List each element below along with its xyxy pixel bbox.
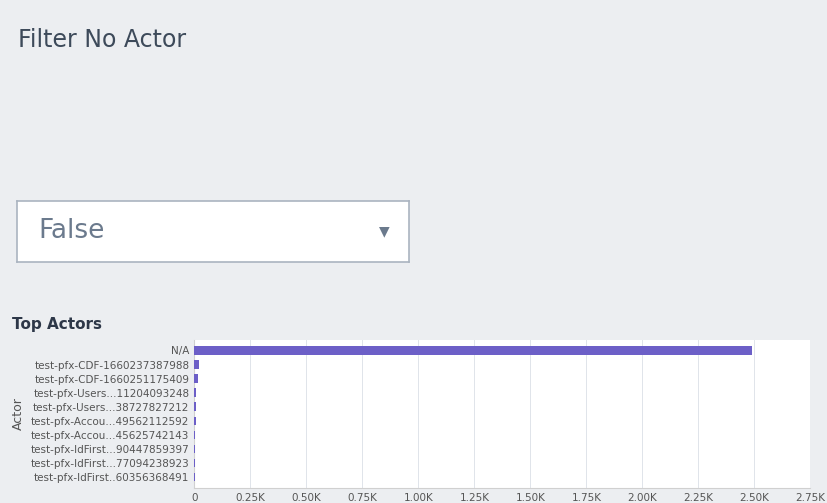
Bar [194,346,753,355]
Bar [194,374,198,383]
Text: Top Actors: Top Actors [12,317,103,332]
Bar [194,431,195,439]
Bar [194,416,196,425]
Bar [194,402,196,411]
Bar [194,360,198,369]
Bar [194,388,196,397]
Bar [194,445,195,453]
Text: Filter No Actor: Filter No Actor [18,28,186,52]
Y-axis label: Actor: Actor [12,397,25,430]
Text: False: False [38,218,104,244]
Text: ▼: ▼ [379,224,390,238]
